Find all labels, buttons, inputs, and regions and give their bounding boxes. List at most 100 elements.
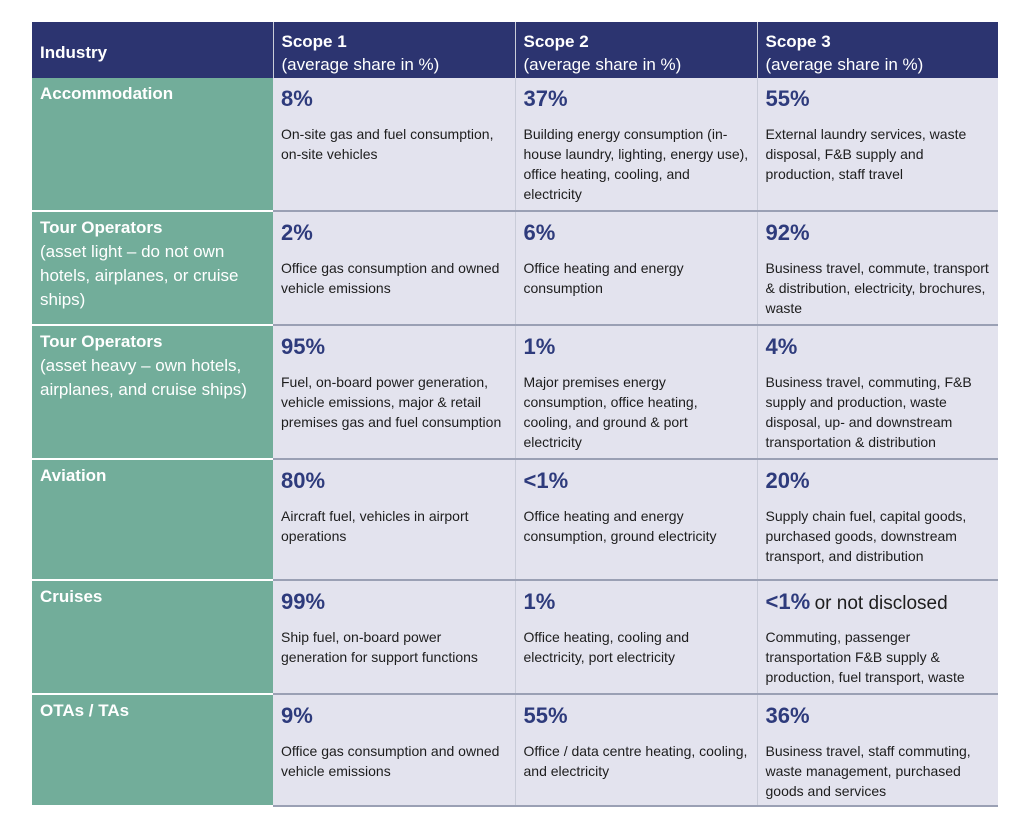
scope-2-cell: 55% Office / data centre heating, cooling…	[515, 694, 758, 807]
industry-cell: OTAs / TAs	[32, 694, 273, 807]
emission-sources: Business travel, commuting, F&B supply a…	[765, 374, 972, 450]
scope-2-cell: 1% Office heating, cooling and electricit…	[515, 580, 758, 695]
industry-cell: Cruises	[32, 580, 273, 695]
industry-name: Aviation	[40, 466, 107, 485]
share-line: 55%	[766, 86, 991, 114]
emission-sources: Ship fuel, on-board power generation for…	[281, 629, 478, 665]
share-percent: 99%	[281, 589, 326, 614]
emission-sources: Building energy consumption (in-house la…	[523, 126, 749, 202]
scope-3-cell: 20% Supply chain fuel, capital goods, pur…	[757, 459, 998, 581]
table-row: Aviation 80% Aircraft fuel, vehicles in ai…	[32, 459, 998, 581]
share-line: 20%	[766, 468, 991, 496]
scope-3-cell: 92% Business travel, commute, transport &…	[757, 211, 998, 326]
table-row: Cruises 99% Ship fuel, on-board power gene…	[32, 580, 998, 695]
share-line: 1%	[524, 589, 749, 617]
header-scope-1: Scope 1 (average share in %)	[273, 22, 516, 78]
share-percent: 1%	[523, 334, 556, 359]
emission-sources: Business travel, commute, transport & di…	[765, 260, 989, 316]
emission-sources: Office heating and energy consumption	[523, 260, 684, 296]
header-scope-subtitle: (average share in %)	[523, 55, 682, 74]
share-line: 92%	[766, 220, 991, 248]
header-scope-title: Scope 3	[765, 32, 831, 51]
table-row: Tour Operators (asset light – do not own …	[32, 211, 998, 326]
scope-1-cell: 2% Office gas consumption and owned vehic…	[273, 211, 516, 326]
emission-sources: Office / data centre heating, cooling, a…	[523, 743, 748, 779]
industry-name: Accommodation	[40, 84, 174, 103]
emission-sources: Aircraft fuel, vehicles in airport opera…	[281, 508, 469, 544]
scope-2-cell: 1% Major premises energy consumption, off…	[515, 325, 758, 460]
industry-note: (asset heavy – own hotels, airplanes, an…	[40, 356, 247, 399]
emission-sources: Office heating and energy consumption, g…	[523, 508, 717, 544]
share-line: <1%	[524, 468, 749, 496]
header-scope-subtitle: (average share in %)	[765, 55, 924, 74]
scope-1-cell: 80% Aircraft fuel, vehicles in airport op…	[273, 459, 516, 581]
scope-3-cell: <1% or not disclosed Commuting, passenger…	[757, 580, 998, 695]
emission-sources: Commuting, passenger transportation F&B …	[765, 629, 965, 685]
emission-sources: External laundry services, waste disposa…	[765, 126, 967, 182]
industry-cell: Tour Operators (asset heavy – own hotels,…	[32, 325, 273, 460]
share-percent: 9%	[281, 703, 313, 728]
share-percent: 95%	[281, 334, 326, 359]
industry-cell: Aviation	[32, 459, 273, 581]
share-line: 36%	[766, 703, 991, 731]
emission-sources: On-site gas and fuel consumption, on-sit…	[281, 126, 494, 162]
scope-2-cell: 6% Office heating and energy consumption	[515, 211, 758, 326]
share-percent: 8%	[281, 86, 313, 111]
table-row: OTAs / TAs 9% Office gas consumption and o…	[32, 694, 998, 807]
header-row: Industry Scope 1 (average share in %) Sc…	[32, 22, 998, 78]
emission-sources: Business travel, staff commuting, waste …	[765, 743, 971, 799]
share-percent: <1%	[765, 589, 811, 614]
industry-note: (asset light – do not own hotels, airpla…	[40, 242, 239, 309]
emission-sources: Supply chain fuel, capital goods, purcha…	[765, 508, 967, 564]
emission-sources: Major premises energy consumption, offic…	[523, 374, 698, 450]
share-line: 2%	[281, 220, 507, 248]
header-scope-title: Scope 2	[523, 32, 589, 51]
share-percent: 1%	[523, 589, 556, 614]
scope-1-cell: 95% Fuel, on-board power generation, vehi…	[273, 325, 516, 460]
scope-3-cell: 36% Business travel, staff commuting, was…	[757, 694, 998, 807]
share-line: 55%	[524, 703, 749, 731]
industry-name: Cruises	[40, 587, 103, 606]
table-row: Accommodation 8% On-site gas and fuel cons…	[32, 78, 998, 212]
share-line: 9%	[281, 703, 507, 731]
industry-name: OTAs / TAs	[40, 701, 130, 720]
share-percent: 4%	[765, 334, 798, 359]
share-line: 95%	[281, 334, 507, 362]
scope-3-cell: 4% Business travel, commuting, F&B supply…	[757, 325, 998, 460]
share-percent: 80%	[281, 468, 326, 493]
scope-1-cell: 8% On-site gas and fuel consumption, on-s…	[273, 78, 516, 212]
scope-3-cell: 55% External laundry services, waste disp…	[757, 78, 998, 212]
share-line: 6%	[524, 220, 749, 248]
share-line: 80%	[281, 468, 507, 496]
emissions-scope-table: Industry Scope 1 (average share in %) Sc…	[32, 22, 998, 807]
emission-sources: Fuel, on-board power generation, vehicle…	[281, 374, 502, 430]
share-percent: 55%	[523, 703, 568, 728]
table-row: Tour Operators (asset heavy – own hotels,…	[32, 325, 998, 460]
emission-sources: Office gas consumption and owned vehicle…	[281, 743, 500, 779]
share-percent: 55%	[765, 86, 810, 111]
share-line: 4%	[766, 334, 991, 362]
header-scope-title: Scope 1	[281, 32, 347, 51]
share-percent: 37%	[523, 86, 568, 111]
emission-sources: Office heating, cooling and electricity,…	[523, 629, 690, 665]
header-scope-3: Scope 3 (average share in %)	[757, 22, 998, 78]
industry-cell: Accommodation	[32, 78, 273, 212]
share-percent: <1%	[523, 468, 569, 493]
industry-name: Tour Operators	[40, 218, 163, 237]
header-scope-subtitle: (average share in %)	[281, 55, 440, 74]
share-line: 8%	[281, 86, 507, 114]
share-percent: 92%	[765, 220, 810, 245]
scope-1-cell: 9% Office gas consumption and owned vehic…	[273, 694, 516, 807]
share-line: 1%	[524, 334, 749, 362]
table-body: Accommodation 8% On-site gas and fuel cons…	[32, 78, 998, 807]
share-percent: 20%	[765, 468, 810, 493]
share-percent: 6%	[523, 220, 556, 245]
industry-cell: Tour Operators (asset light – do not own …	[32, 211, 273, 326]
share-qualifier: or not disclosed	[814, 593, 948, 614]
scope-2-cell: 37% Building energy consumption (in-house…	[515, 78, 758, 212]
emission-sources: Office gas consumption and owned vehicle…	[281, 260, 500, 296]
share-line: 99%	[281, 589, 507, 617]
header-scope-2: Scope 2 (average share in %)	[515, 22, 758, 78]
share-percent: 36%	[765, 703, 810, 728]
industry-name: Tour Operators	[40, 332, 163, 351]
